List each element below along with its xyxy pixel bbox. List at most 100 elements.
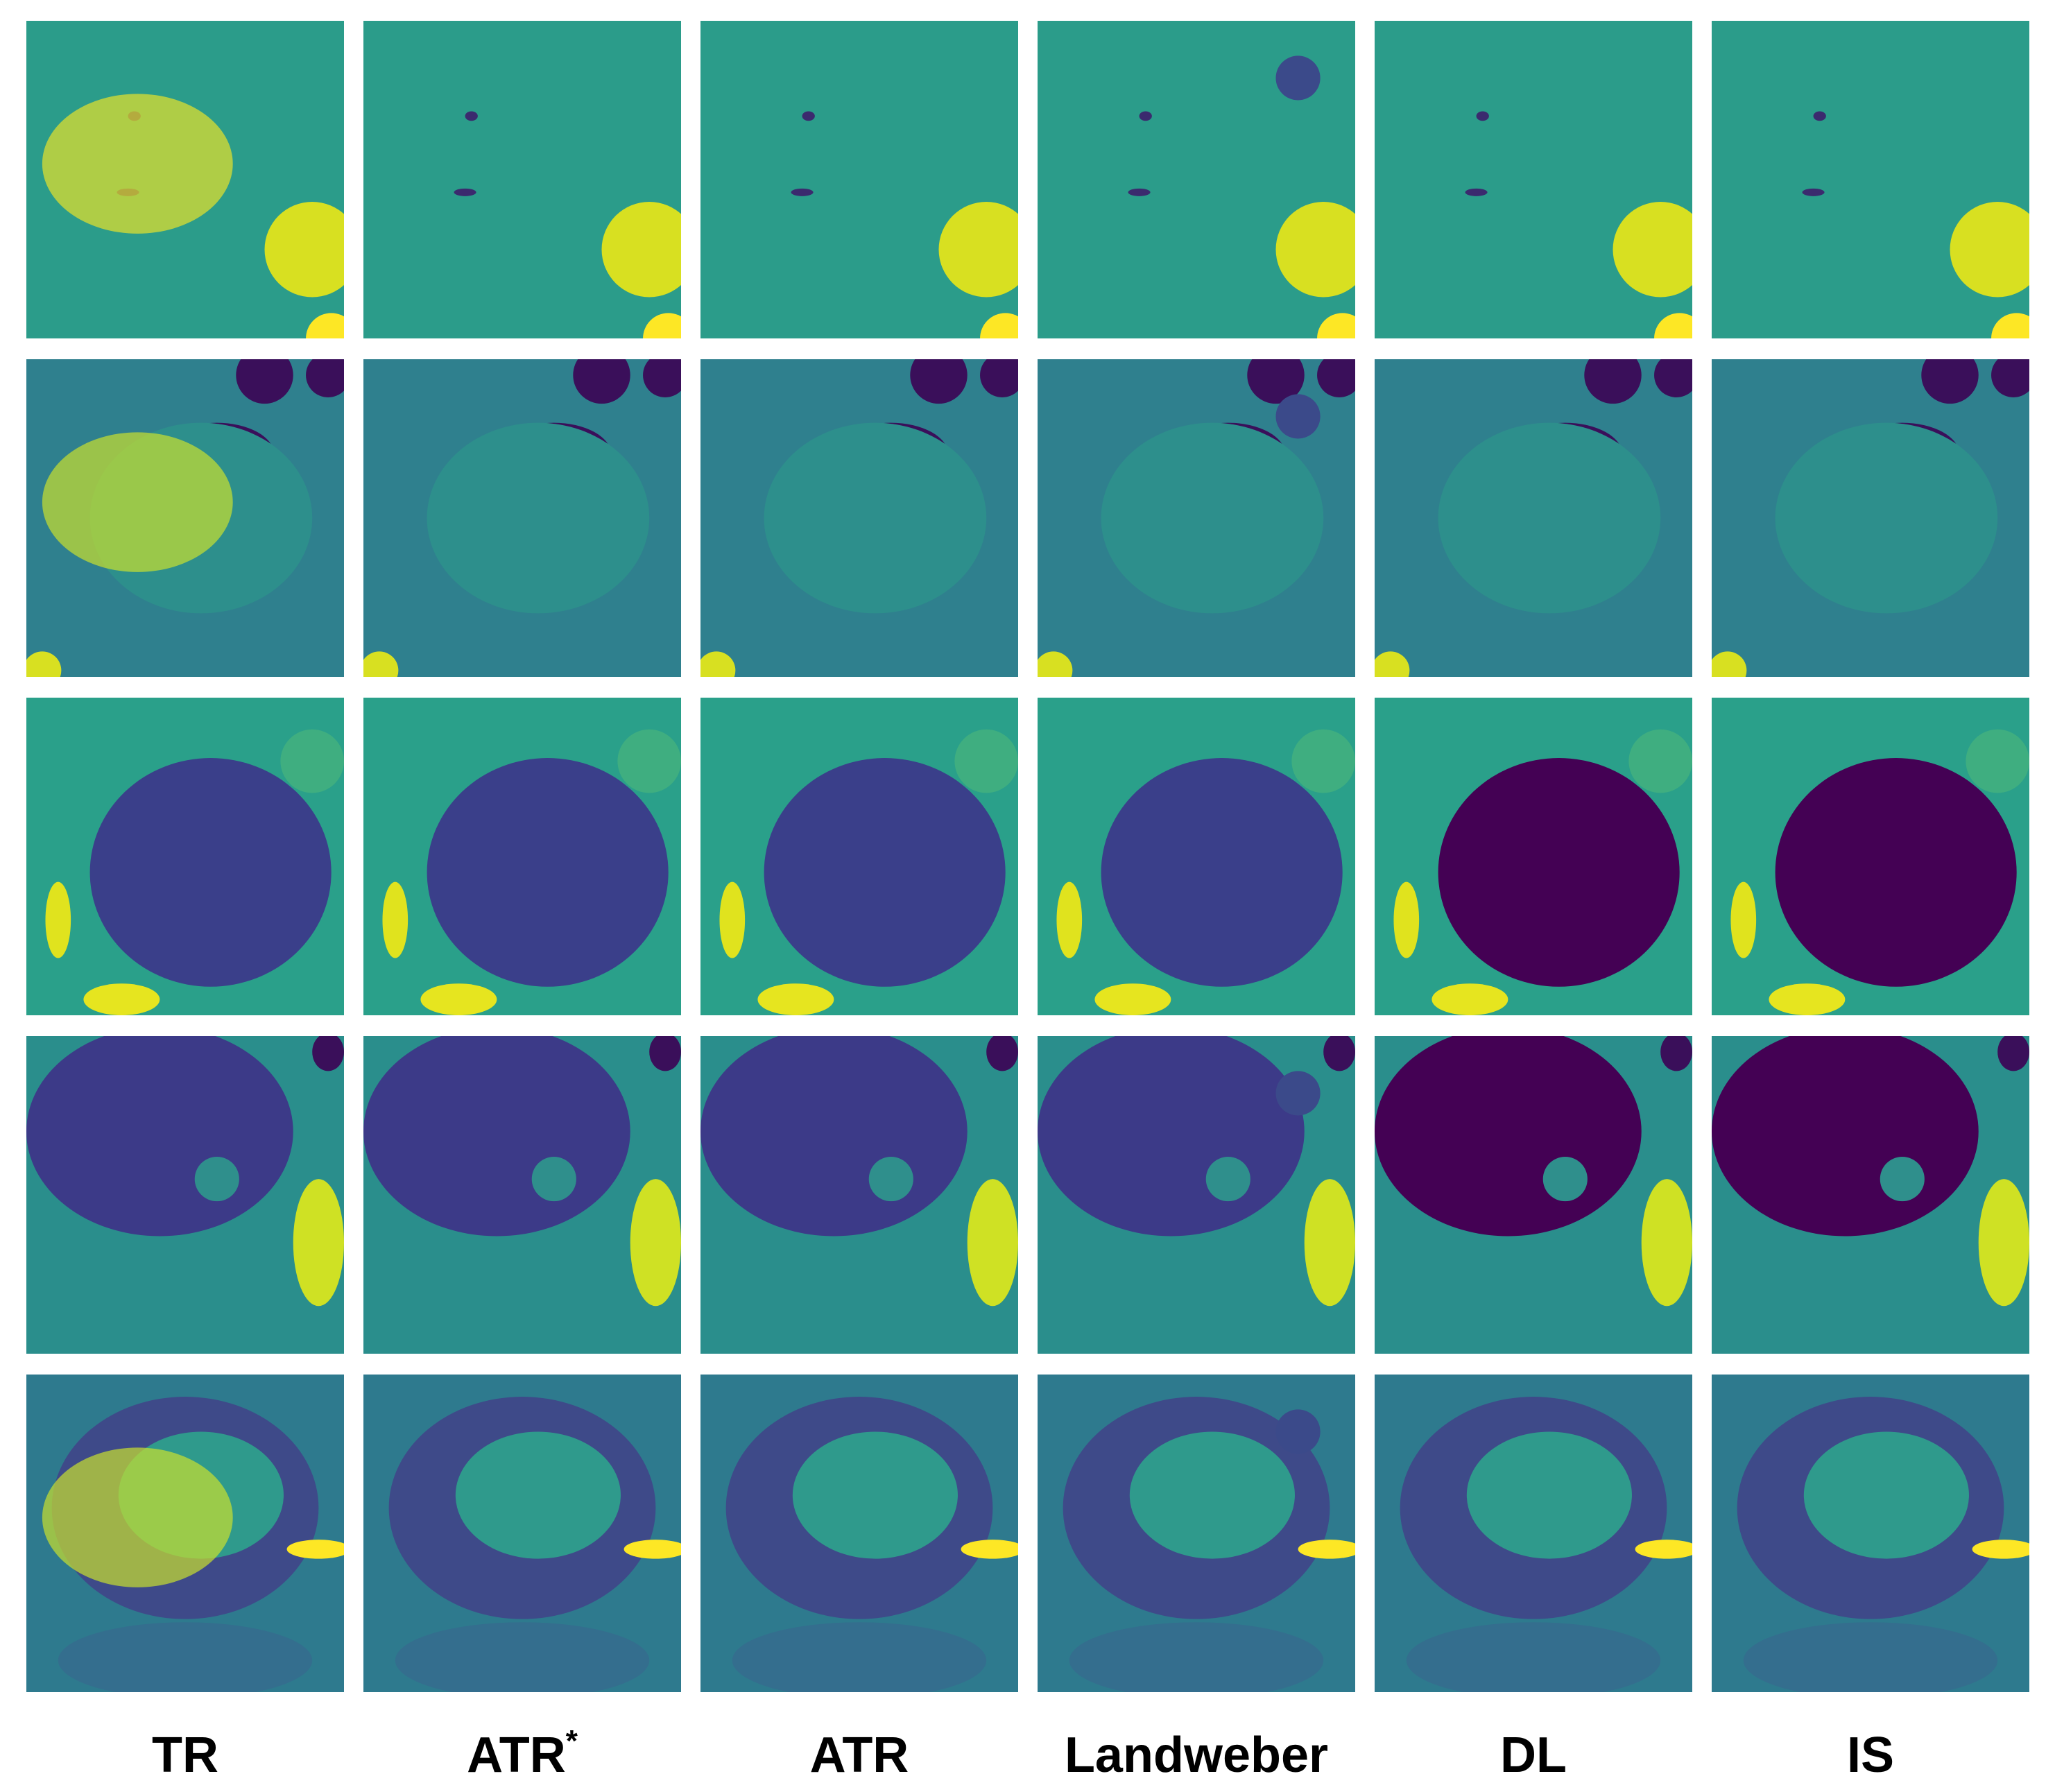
panel-feature	[236, 359, 293, 404]
panel-feature	[455, 1431, 621, 1559]
image-panel	[26, 1375, 344, 1692]
image-panel	[363, 359, 681, 677]
column-label-text: TR	[152, 1728, 218, 1783]
panel-feature	[757, 983, 834, 1015]
panel-feature	[967, 1179, 1018, 1307]
panel-feature	[1966, 729, 2029, 793]
panel-feature	[1247, 359, 1305, 404]
panel-feature	[1094, 983, 1171, 1015]
panel-feature	[732, 1622, 987, 1692]
panel-feature	[465, 111, 478, 121]
panel-feature	[1304, 1179, 1355, 1307]
image-panel	[700, 21, 1018, 338]
panel-feature	[643, 313, 681, 338]
panel-feature	[1291, 729, 1355, 793]
image-panel	[1375, 21, 1692, 338]
panel-feature	[1393, 881, 1420, 958]
panel-feature	[1950, 202, 2029, 298]
panel-feature	[1375, 651, 1410, 677]
image-panel	[700, 698, 1018, 1015]
panel-feature	[1991, 313, 2029, 338]
panel-feature	[1438, 422, 1661, 614]
image-panel	[700, 359, 1018, 677]
panel-feature	[938, 202, 1018, 298]
panel-feature	[306, 359, 344, 397]
panel-feature	[363, 651, 399, 677]
panel-feature	[280, 729, 344, 793]
panel-feature	[89, 758, 332, 987]
panel-feature	[312, 1036, 344, 1071]
image-panel	[363, 698, 681, 1015]
panel-feature	[293, 1179, 344, 1307]
panel-feature	[868, 1157, 913, 1202]
column-label-text: DL	[1500, 1728, 1567, 1783]
image-panel	[1038, 1036, 1355, 1354]
image-panel	[1375, 359, 1692, 677]
panel-feature	[1038, 1036, 1305, 1237]
column-label-text: Landweber	[1065, 1728, 1328, 1783]
image-panel	[1038, 698, 1355, 1015]
column-label-text: ATR	[467, 1728, 566, 1783]
panel-feature	[45, 881, 71, 958]
panel-feature	[420, 983, 497, 1015]
image-panel	[1712, 698, 2029, 1015]
image-panel	[1038, 1375, 1355, 1692]
panel-feature	[986, 1036, 1018, 1071]
panel-feature	[1406, 1622, 1661, 1692]
image-panel	[26, 698, 344, 1015]
panel-feature	[1730, 881, 1757, 958]
panel-feature	[1317, 313, 1355, 338]
panel-feature	[910, 359, 968, 404]
panel-feature	[395, 1622, 650, 1692]
panel-feature	[643, 359, 681, 397]
image-panel	[1712, 359, 2029, 677]
panel-feature	[26, 651, 62, 677]
panel-feature	[954, 729, 1018, 793]
panel-feature	[1275, 202, 1355, 298]
panel-feature	[1775, 758, 2017, 987]
panel-feature	[1128, 188, 1151, 196]
panel-feature	[1038, 651, 1073, 677]
panel-feature	[1803, 1431, 1969, 1559]
panel-feature	[1431, 983, 1508, 1015]
panel-feature	[630, 1179, 681, 1307]
image-panel	[363, 1036, 681, 1354]
column-label: IS	[1847, 1728, 1894, 1783]
image-panel	[26, 21, 344, 338]
panel-feature	[1880, 1157, 1925, 1202]
panel-feature	[792, 1431, 958, 1559]
panel-feature	[1375, 1036, 1642, 1237]
image-panel	[700, 1375, 1018, 1692]
panel-feature	[286, 1540, 344, 1559]
panel-feature	[1317, 359, 1355, 397]
panel-feature	[1654, 313, 1692, 338]
panel-feature	[1069, 1622, 1324, 1692]
panel-feature	[1613, 202, 1692, 298]
image-panel	[26, 359, 344, 677]
panel-feature	[617, 729, 681, 793]
panel-feature	[531, 1157, 576, 1202]
panel-feature	[42, 94, 233, 234]
panel-feature	[306, 313, 344, 338]
image-panel	[1712, 21, 2029, 338]
panel-artifact	[1275, 394, 1321, 439]
panel-feature	[454, 188, 476, 196]
panel-feature	[1997, 1036, 2029, 1071]
panel-artifact	[1275, 1071, 1321, 1116]
panel-feature	[1775, 422, 1998, 614]
panel-feature	[700, 1036, 968, 1237]
panel-feature	[1802, 188, 1825, 196]
panel-feature	[649, 1036, 681, 1071]
panel-feature	[382, 881, 409, 958]
panel-feature	[1323, 1036, 1355, 1071]
panel-feature	[719, 881, 746, 958]
column-label: Landweber	[1065, 1728, 1328, 1783]
panel-feature	[1641, 1179, 1692, 1307]
panel-feature	[1205, 1157, 1250, 1202]
panel-feature	[1743, 1622, 1998, 1692]
panel-feature	[1921, 359, 1979, 404]
panel-feature	[42, 432, 233, 572]
column-label-text: ATR	[810, 1728, 909, 1783]
image-panel	[363, 1375, 681, 1692]
